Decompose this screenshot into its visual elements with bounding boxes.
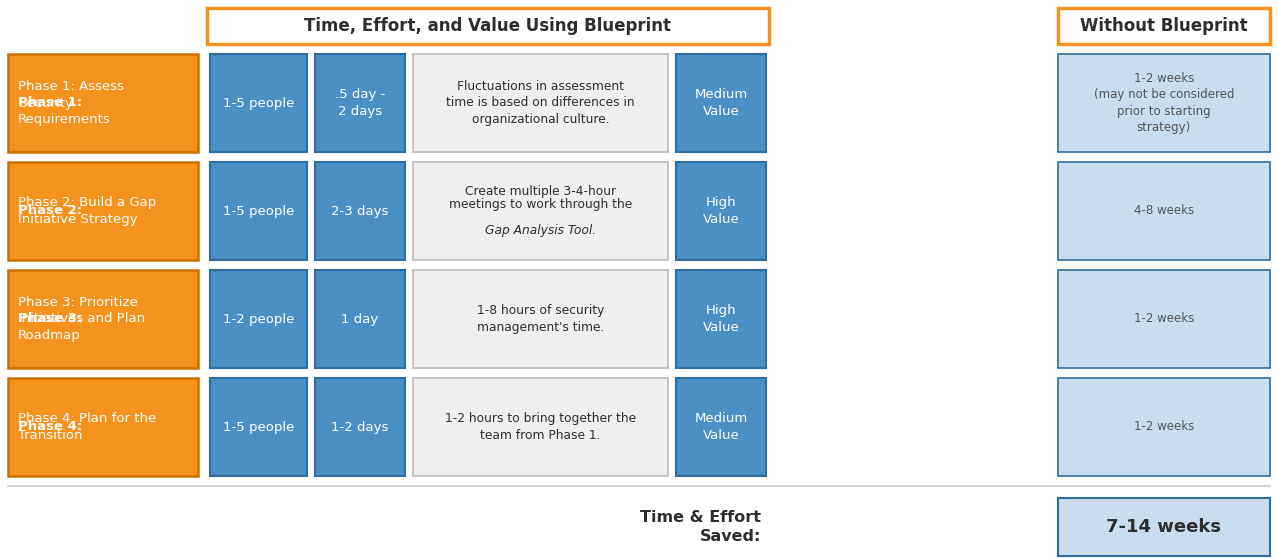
Text: Create multiple 3-4-hour: Create multiple 3-4-hour — [465, 185, 616, 198]
Bar — [413, 378, 668, 476]
Text: Phase 3:: Phase 3: — [18, 312, 82, 325]
Bar — [8, 162, 198, 260]
Text: 7-14 weeks: 7-14 weeks — [1107, 518, 1222, 536]
Bar — [1058, 270, 1270, 368]
Text: 1-2 hours to bring together the
team from Phase 1.: 1-2 hours to bring together the team fro… — [445, 412, 636, 442]
Text: 1 day: 1 day — [341, 312, 378, 325]
Text: 1-5 people: 1-5 people — [222, 97, 294, 109]
Bar — [1058, 162, 1270, 260]
Bar — [210, 162, 307, 260]
Text: Phase 4: Plan for the
Transition: Phase 4: Plan for the Transition — [18, 412, 156, 442]
Bar — [8, 270, 198, 368]
Bar — [676, 378, 766, 476]
Text: High
Value: High Value — [703, 304, 740, 334]
Bar — [676, 54, 766, 152]
Text: Phase 4: Plan for the
Transition: Phase 4: Plan for the Transition — [18, 412, 156, 442]
Bar — [314, 54, 405, 152]
Text: Phase 1:: Phase 1: — [18, 97, 82, 109]
Bar — [413, 162, 668, 260]
Bar — [210, 270, 307, 368]
Text: 1-8 hours of security
management's time.: 1-8 hours of security management's time. — [477, 304, 604, 334]
Text: Medium
Value: Medium Value — [694, 88, 748, 118]
Text: 1-5 people: 1-5 people — [222, 204, 294, 218]
Bar — [210, 54, 307, 152]
Text: Without Blueprint: Without Blueprint — [1080, 17, 1247, 35]
Bar — [1058, 378, 1270, 476]
Text: Medium
Value: Medium Value — [694, 412, 748, 442]
Text: 2-3 days: 2-3 days — [331, 204, 389, 218]
Text: Fluctuations in assessment
time is based on differences in
organizational cultur: Fluctuations in assessment time is based… — [446, 80, 635, 126]
Text: High
Value: High Value — [703, 196, 740, 226]
Text: Phase 1: Assess
Security
Requirements: Phase 1: Assess Security Requirements — [18, 80, 124, 126]
Bar — [1058, 8, 1270, 44]
Text: 1-2 days: 1-2 days — [331, 421, 389, 434]
Bar — [676, 162, 766, 260]
Bar — [676, 270, 766, 368]
Text: Phase 2: Build a Gap
Initiative Strategy: Phase 2: Build a Gap Initiative Strategy — [18, 196, 156, 226]
Text: 4-8 weeks: 4-8 weeks — [1134, 204, 1194, 218]
Bar — [314, 162, 405, 260]
Text: Time & Effort
Saved:: Time & Effort Saved: — [640, 510, 760, 544]
Text: 1-2 people: 1-2 people — [222, 312, 294, 325]
Bar — [207, 8, 769, 44]
Bar — [210, 378, 307, 476]
Text: 1-2 weeks
(may not be considered
prior to starting
strategy): 1-2 weeks (may not be considered prior t… — [1094, 72, 1235, 134]
Text: Phase 3: Prioritize
Initiatives and Plan
Roadmap: Phase 3: Prioritize Initiatives and Plan… — [18, 296, 146, 342]
Bar — [8, 54, 198, 152]
Text: Gap Analysis Tool.: Gap Analysis Tool. — [484, 224, 596, 237]
Bar — [1058, 54, 1270, 152]
Text: 1-2 weeks: 1-2 weeks — [1134, 421, 1194, 434]
Text: .5 day -
2 days: .5 day - 2 days — [335, 88, 385, 118]
Bar — [8, 378, 198, 476]
Text: Phase 2:: Phase 2: — [18, 204, 82, 218]
Text: Phase 2: Build a Gap
Initiative Strategy: Phase 2: Build a Gap Initiative Strategy — [18, 196, 156, 226]
Text: Time, Effort, and Value Using Blueprint: Time, Effort, and Value Using Blueprint — [304, 17, 671, 35]
Text: Phase 1: Assess
Security
Requirements: Phase 1: Assess Security Requirements — [18, 80, 124, 126]
Bar — [314, 270, 405, 368]
Bar — [1058, 498, 1270, 556]
Text: 1-2 weeks: 1-2 weeks — [1134, 312, 1194, 325]
Text: 1-5 people: 1-5 people — [222, 421, 294, 434]
Text: meetings to work through the: meetings to work through the — [449, 198, 633, 211]
Bar — [413, 54, 668, 152]
Bar — [413, 270, 668, 368]
Bar — [314, 378, 405, 476]
Text: Phase 4:: Phase 4: — [18, 421, 82, 434]
Text: Phase 3: Prioritize
Initiatives and Plan
Roadmap: Phase 3: Prioritize Initiatives and Plan… — [18, 296, 146, 342]
